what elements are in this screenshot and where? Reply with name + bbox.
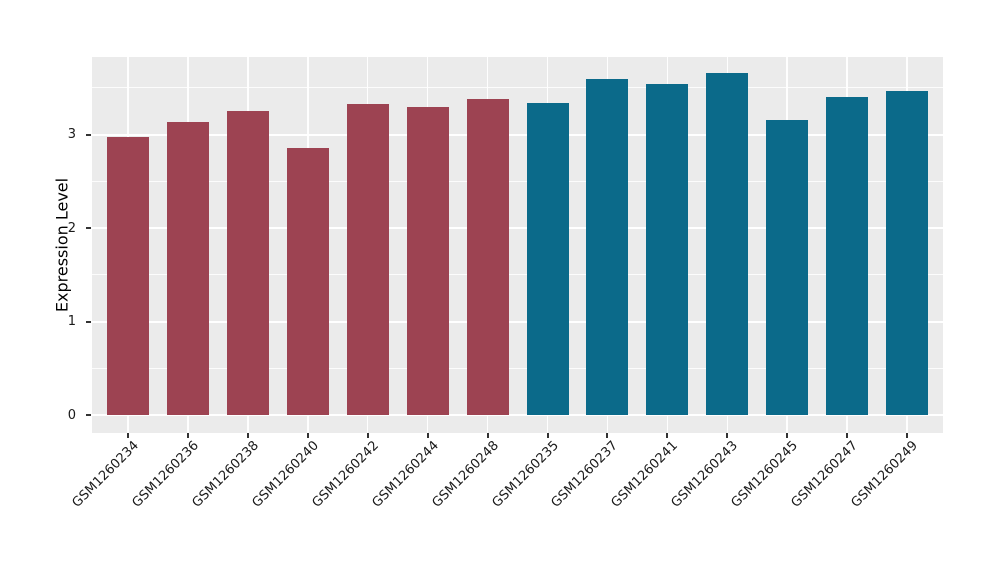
- gridline-y-minor: [92, 180, 943, 182]
- y-tick-mark: [86, 320, 91, 323]
- x-tick-mark: [306, 433, 309, 438]
- x-tick-mark: [726, 433, 729, 438]
- x-tick-mark: [666, 433, 669, 438]
- x-tick-mark: [906, 433, 909, 438]
- x-tick-mark: [366, 433, 369, 438]
- gridline-y-major: [92, 227, 943, 229]
- y-axis-title: Expression Level: [52, 177, 72, 313]
- gridline-y-minor: [92, 87, 943, 89]
- y-tick-mark: [86, 227, 91, 229]
- bar-GSM1260234: [107, 137, 149, 415]
- x-tick-mark: [786, 433, 789, 438]
- bar-GSM1260236: [166, 122, 209, 415]
- x-tick-mark: [186, 433, 189, 438]
- bar-GSM1260248: [466, 98, 509, 415]
- bar-GSM1260243: [706, 72, 749, 415]
- plot-panel: [92, 57, 943, 433]
- bar-GSM1260238: [226, 111, 269, 415]
- bar-GSM1260244: [406, 107, 449, 415]
- bar-GSM1260242: [346, 103, 389, 415]
- x-tick-mark: [846, 433, 849, 438]
- y-tick-label: 3: [67, 127, 76, 142]
- y-tick-label: 2: [67, 220, 76, 236]
- bar-GSM1260245: [766, 119, 809, 415]
- bar-GSM1260241: [646, 84, 689, 415]
- bar-GSM1260237: [586, 79, 629, 415]
- x-tick-mark: [486, 433, 489, 438]
- gridline-y-minor: [92, 367, 943, 369]
- y-tick-label: 0: [67, 407, 76, 423]
- gridline-y-major: [92, 414, 943, 416]
- gridline-y-major: [92, 320, 943, 323]
- x-tick-mark: [246, 433, 249, 438]
- bar-GSM1260240: [286, 147, 329, 415]
- x-tick-mark: [426, 433, 429, 438]
- y-tick-label: 1: [67, 314, 76, 329]
- gridline-y-minor: [92, 274, 943, 276]
- y-tick-mark: [86, 133, 91, 136]
- y-tick-mark: [86, 414, 91, 416]
- x-tick-mark: [606, 433, 609, 438]
- x-tick-mark: [546, 433, 549, 438]
- bar-GSM1260235: [526, 102, 569, 415]
- x-tick-mark: [127, 433, 129, 438]
- gridline-y-major: [92, 133, 943, 136]
- bar-GSM1260249: [886, 91, 929, 415]
- bar-GSM1260247: [826, 97, 869, 415]
